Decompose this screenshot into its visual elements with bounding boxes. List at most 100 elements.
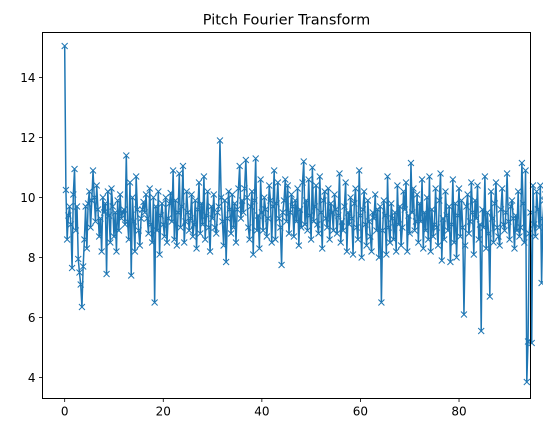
x-tick-label: 0: [61, 405, 69, 419]
data-point-marker: [183, 188, 191, 195]
data-point-marker: [66, 203, 73, 210]
axes-frame: [42, 32, 531, 399]
data-point-marker: [151, 299, 158, 306]
data-point-marker: [533, 188, 541, 195]
data-point-marker: [326, 236, 333, 243]
data-point-marker: [448, 221, 455, 228]
data-point-marker: [223, 215, 231, 222]
data-point-marker: [137, 215, 145, 222]
data-point-marker: [243, 194, 251, 201]
data-point-marker: [316, 173, 324, 180]
data-point-marker: [92, 218, 99, 225]
data-point-marker: [464, 191, 472, 198]
data-point-marker: [244, 224, 252, 231]
data-point-marker: [131, 248, 139, 255]
data-point-marker: [171, 236, 178, 243]
data-point-marker: [296, 206, 304, 213]
data-point-marker: [461, 242, 469, 249]
data-point-marker: [406, 230, 414, 237]
data-point-marker: [196, 230, 204, 237]
data-point-marker: [342, 179, 350, 186]
plot-area: [61, 42, 543, 386]
y-tick-label: 10: [20, 191, 35, 205]
data-point-marker: [200, 173, 208, 180]
data-point-marker: [522, 167, 529, 174]
data-point-marker: [358, 254, 366, 261]
data-point-marker: [411, 227, 419, 234]
data-point-marker: [295, 242, 303, 249]
x-tick-label: 20: [156, 405, 171, 419]
data-point-marker: [93, 182, 101, 189]
data-point-marker: [262, 206, 269, 213]
data-point-marker: [289, 203, 297, 210]
data-point-marker: [486, 293, 494, 300]
data-point-marker: [240, 209, 247, 216]
data-point-marker: [152, 203, 160, 210]
data-point-marker: [348, 215, 356, 222]
data-point-marker: [111, 209, 119, 216]
data-point-marker: [339, 227, 347, 234]
data-point-marker: [419, 245, 427, 252]
data-point-marker: [380, 197, 388, 204]
data-point-marker: [227, 230, 235, 237]
data-point-marker: [381, 212, 389, 219]
data-point-marker: [396, 203, 404, 210]
data-point-marker: [334, 212, 342, 219]
data-point-marker: [444, 227, 452, 234]
data-point-marker: [226, 206, 234, 213]
y-tick-label: 14: [20, 71, 35, 85]
data-point-marker: [320, 197, 327, 204]
data-point-marker: [375, 254, 383, 261]
data-point-marker: [309, 164, 316, 171]
data-point-marker: [322, 215, 330, 222]
data-point-marker: [459, 224, 467, 231]
chart-title: Pitch Fourier Transform: [203, 13, 370, 29]
data-point-marker: [294, 185, 301, 192]
x-tick-label: 60: [353, 405, 368, 419]
data-point-marker: [113, 248, 120, 255]
data-point-marker: [392, 248, 400, 255]
data-point-marker: [467, 179, 475, 186]
data-point-marker: [418, 176, 426, 183]
data-point-marker: [540, 197, 543, 204]
data-point-marker: [402, 179, 410, 186]
data-point-marker: [538, 279, 543, 287]
data-point-marker: [432, 185, 439, 192]
data-point-marker: [220, 242, 228, 249]
data-point-marker: [484, 209, 491, 216]
data-point-marker: [501, 227, 508, 234]
data-point-marker: [344, 209, 352, 216]
data-point-marker: [435, 197, 443, 204]
data-point-marker: [89, 167, 97, 174]
data-point-marker: [145, 230, 152, 237]
data-point-marker: [469, 209, 476, 216]
data-point-marker: [363, 242, 370, 249]
data-point-marker: [493, 224, 501, 231]
data-point-marker: [153, 227, 161, 234]
data-point-marker: [317, 209, 325, 216]
data-point-marker: [180, 239, 188, 246]
data-point-marker: [76, 269, 83, 276]
data-point-marker: [122, 152, 130, 159]
data-point-marker: [454, 212, 462, 219]
data-point-marker: [376, 203, 384, 210]
data-point-marker: [125, 236, 133, 243]
data-point-marker: [507, 203, 515, 210]
data-point-marker: [508, 197, 516, 204]
data-point-marker: [99, 194, 107, 201]
data-point-marker: [74, 255, 82, 263]
data-point-marker: [407, 159, 415, 167]
data-point-marker: [215, 203, 223, 210]
data-point-marker: [354, 236, 362, 243]
data-point-marker: [424, 236, 432, 243]
data-point-marker: [390, 236, 398, 243]
data-point-marker: [210, 191, 218, 198]
data-point-marker: [185, 227, 193, 234]
data-point-marker: [98, 248, 106, 255]
data-point-marker: [456, 233, 464, 240]
data-point-marker: [421, 209, 428, 216]
data-point-marker: [305, 176, 313, 183]
data-point-marker: [475, 236, 483, 243]
data-point-marker: [279, 209, 287, 216]
data-point-marker: [534, 206, 542, 213]
